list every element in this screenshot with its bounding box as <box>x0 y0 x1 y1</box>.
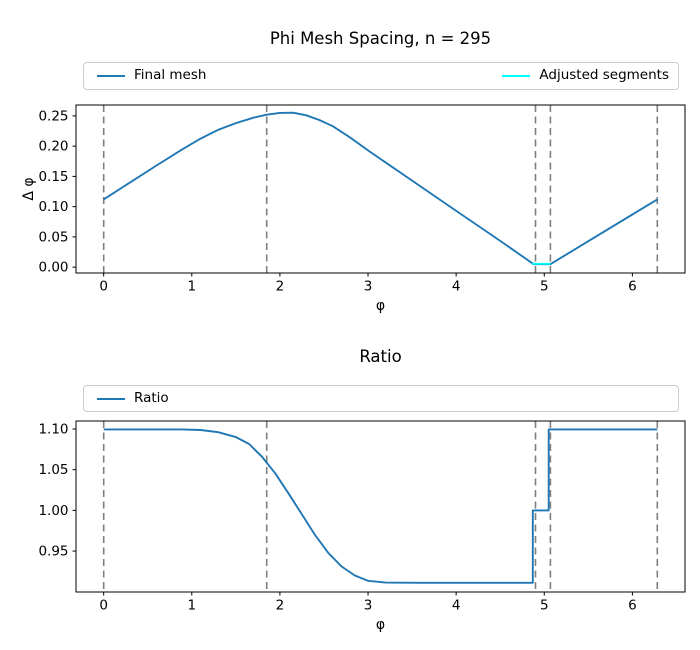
legend-item-ratio: Ratio <box>97 389 169 406</box>
legend-label-adjusted-segments: Adjusted segments <box>539 67 669 84</box>
x-tick-label: 5 <box>540 279 549 295</box>
chart-area-2: 0 1 2 3 4 5 6 0.95 1.00 1.05 1.10 <box>38 420 686 614</box>
x-tick-label: 6 <box>628 598 637 614</box>
x-tick-label: 6 <box>628 279 637 295</box>
x-tick-label: 3 <box>364 598 373 614</box>
y-tick-label: 0.05 <box>38 229 68 245</box>
x-tick-label: 0 <box>99 279 108 295</box>
x-tick-label: 2 <box>276 279 285 295</box>
legend-item-adjusted-segments: Adjusted segments <box>502 69 669 83</box>
series-line-ratio <box>103 428 658 584</box>
y-tick-label: 0.10 <box>38 199 68 215</box>
y-tick-label: 1.05 <box>38 462 68 478</box>
legend-item-final-mesh: Final mesh <box>97 69 206 83</box>
ratio-line-swatch <box>97 397 125 400</box>
y-tick-label: 0.95 <box>38 544 68 560</box>
y-tick-label: 1.00 <box>38 503 68 519</box>
y-tick-label: 0.15 <box>38 169 68 185</box>
x-tick-label: 1 <box>187 598 196 614</box>
axes-frame <box>75 420 686 593</box>
y-tick-label: 0.25 <box>38 108 68 124</box>
chart2-x-axis-label: φ <box>375 617 386 633</box>
x-tick-label: 4 <box>452 279 461 295</box>
y-tick-label: 0.20 <box>38 139 68 155</box>
chart1-legend: Final mesh Adjusted segments <box>83 62 679 90</box>
adjusted-segments-line-swatch <box>502 75 531 77</box>
x-tick-label: 2 <box>276 598 285 614</box>
chart1-x-axis-label: φ <box>375 298 386 314</box>
y-tick-label: 1.10 <box>38 421 68 437</box>
x-tick-label: 1 <box>187 279 196 295</box>
x-tick-label: 4 <box>452 598 461 614</box>
x-tick-label: 0 <box>99 598 108 614</box>
x-tick-label: 5 <box>540 598 549 614</box>
legend-label-ratio: Ratio <box>134 389 169 406</box>
axes-frame <box>75 104 686 274</box>
series-line-final-mesh <box>103 111 658 266</box>
x-tick-label: 3 <box>364 279 373 295</box>
chart1-title: Phi Mesh Spacing, n = 295 <box>269 29 492 48</box>
chart2-legend: Ratio <box>83 385 679 412</box>
y-tick-label: 0.00 <box>38 260 68 276</box>
final-mesh-line-swatch <box>97 75 125 77</box>
legend-label-final-mesh: Final mesh <box>134 67 207 84</box>
chart2-title: Ratio <box>359 347 402 366</box>
chart-area-1: 0 1 2 3 4 5 6 0.00 0.05 0.10 0.15 0.20 0.25 <box>38 104 686 295</box>
